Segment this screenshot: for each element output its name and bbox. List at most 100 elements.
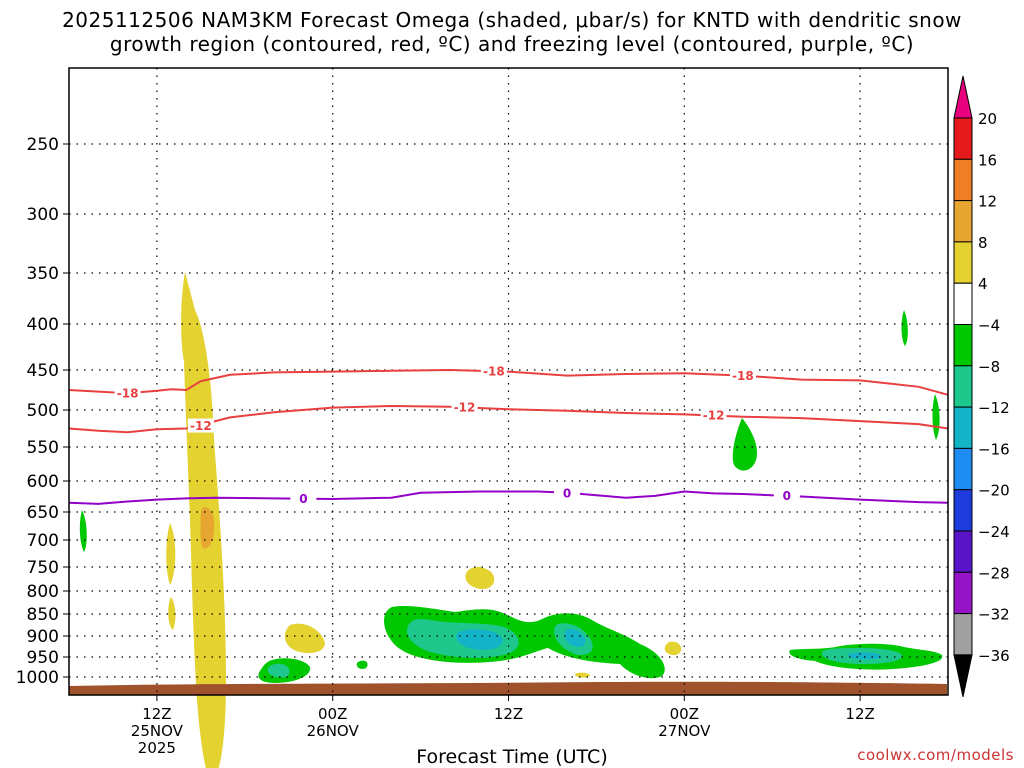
chart-title-line-1: 2025112506 NAM3KM Forecast Omega (shaded…	[62, 8, 962, 32]
temperature-contours: -18 -18 -18 -12 -12 -12 0 0 0	[68, 363, 949, 506]
x-tick-date-1: 26NOV	[307, 722, 360, 740]
omega-region-negative-upper-1	[901, 310, 908, 346]
colorbar-swatch-2	[953, 200, 973, 243]
contour-label-bg-2-0	[290, 491, 317, 506]
omega-region-positive-small-6	[574, 672, 590, 678]
x-tick-date-3: 27NOV	[658, 722, 711, 740]
colorbar-label-4: 4	[978, 275, 988, 293]
y-tick-label-800: 800	[27, 582, 59, 602]
omega-shading	[79, 272, 943, 768]
ground-terrain	[69, 681, 947, 695]
x-axis-label: Forecast Time (UTC)	[416, 746, 608, 768]
contour-line-1	[68, 404, 949, 434]
contour-label-bg-0-2	[729, 368, 756, 383]
y-tick-label-500: 500	[27, 401, 59, 421]
omega-region-positive-small-4	[465, 566, 495, 590]
colorbar-label-10: −24	[978, 523, 1010, 541]
y-tick-label-850: 850	[27, 605, 59, 625]
colorbar-label-13: −36	[978, 647, 1010, 665]
colorbar-swatch-12	[953, 613, 973, 656]
x-tick-year-0: 2025	[138, 739, 176, 757]
y-tick-label-700: 700	[27, 531, 59, 551]
contour-label-bg-2-1	[554, 485, 581, 500]
y-tick-label-350: 350	[27, 264, 59, 284]
chart-title-line-2: growth region (contoured, red, ºC) and f…	[109, 32, 915, 56]
colorbar-swatch-0	[953, 117, 973, 160]
colorbar-label-6: −8	[978, 358, 1000, 376]
colorbar-label-5: −4	[978, 317, 1000, 335]
contour-label-2-0: 0	[299, 492, 307, 506]
x-tick-label-4: 12Z	[845, 705, 874, 723]
omega-region-negative-upper-2	[932, 394, 940, 440]
colorbar-label-12: −32	[978, 606, 1010, 624]
contour-label-0-1: -18	[483, 364, 505, 378]
contour-label-2-1: 0	[563, 486, 571, 500]
contour-label-2-2: 0	[783, 489, 791, 503]
y-tick-label-1000: 1000	[16, 668, 59, 688]
colorbar-swatch-3	[953, 241, 973, 284]
contour-label-1-1: -12	[454, 400, 476, 414]
colorbar-label-8: −16	[978, 440, 1010, 458]
contour-line-2	[68, 490, 949, 505]
y-tick-label-650: 650	[27, 503, 59, 523]
omega-region-negative-lowlevel-3-cyan	[848, 652, 881, 660]
x-tick-date-0: 25NOV	[131, 722, 184, 740]
colorbar-label-11: −28	[978, 564, 1010, 582]
colorbar-label-2: 12	[978, 193, 997, 211]
colorbar-label-9: −20	[978, 482, 1010, 500]
omega-region-negative-cyan-right	[564, 629, 586, 647]
y-tick-label-400: 400	[27, 315, 59, 335]
contour-label-bg-0-0	[114, 386, 141, 401]
x-tick-label-3: 00Z	[670, 705, 699, 723]
colorbar-swatch-1	[953, 158, 973, 202]
colorbar-swatch-5	[953, 324, 973, 367]
y-tick-label-900: 900	[27, 627, 59, 647]
contour-label-bg-1-1	[451, 399, 478, 414]
omega-region-negative-lowlevel-1-teal	[267, 663, 290, 678]
colorbar-label-1: 16	[978, 151, 997, 169]
colorbar-swatch-10	[953, 530, 973, 573]
colorbar: 20 16 12 8 4 −4 −8 −12 −16 −20 −24 −28 −32 −36	[953, 75, 1010, 698]
colorbar-swatch-6	[953, 365, 973, 408]
contour-line-0	[68, 368, 949, 396]
omega-region-orange-core	[200, 507, 215, 549]
contour-label-bg-2-2	[773, 488, 800, 503]
colorbar-swatch-8	[953, 447, 973, 491]
contour-label-bg-1-0	[187, 418, 214, 433]
contour-label-bg-0-1	[480, 363, 507, 378]
omega-region-negative-midlevel-2	[79, 510, 87, 552]
contour-label-1-2: -12	[703, 409, 725, 423]
colorbar-swatch-7	[953, 406, 973, 449]
omega-region-negative-cyan-core	[456, 629, 503, 650]
y-tick-label-450: 450	[27, 361, 59, 381]
y-tick-label-250: 250	[27, 135, 59, 155]
colorbar-top-triangle	[953, 75, 973, 119]
colorbar-bottom-triangle	[953, 654, 973, 698]
contour-label-0-0: -18	[117, 387, 139, 401]
colorbar-swatch-4	[953, 282, 973, 326]
y-tick-label-550: 550	[27, 438, 59, 458]
omega-region-negative-lowlevel-2	[356, 660, 368, 669]
colorbar-swatch-11	[953, 571, 973, 615]
colorbar-swatch-9	[953, 489, 973, 532]
omega-region-positive-small-2	[168, 597, 176, 630]
omega-region-negative-midlevel-1	[732, 418, 758, 471]
x-tick-label-1: 00Z	[318, 705, 347, 723]
contour-label-0-2: -18	[732, 369, 754, 383]
contour-label-1-0: -12	[190, 419, 212, 433]
contour-label-bg-1-2	[700, 408, 727, 423]
omega-region-positive-small-3	[284, 623, 325, 654]
colorbar-label-7: −12	[978, 399, 1010, 417]
y-tick-label-750: 750	[27, 558, 59, 578]
y-tick-label-600: 600	[27, 472, 59, 492]
y-axis-ticks: 2503003504004505005506006507007508008509…	[16, 135, 69, 688]
colorbar-label-0: 20	[978, 110, 997, 128]
credit-text: coolwx.com/models	[857, 746, 1014, 764]
omega-region-positive-small-1	[166, 523, 176, 585]
colorbar-label-3: 8	[978, 234, 988, 252]
x-tick-label-0: 12Z	[142, 705, 171, 723]
y-tick-label-950: 950	[27, 648, 59, 668]
omega-region-positive-small-5	[664, 641, 682, 656]
